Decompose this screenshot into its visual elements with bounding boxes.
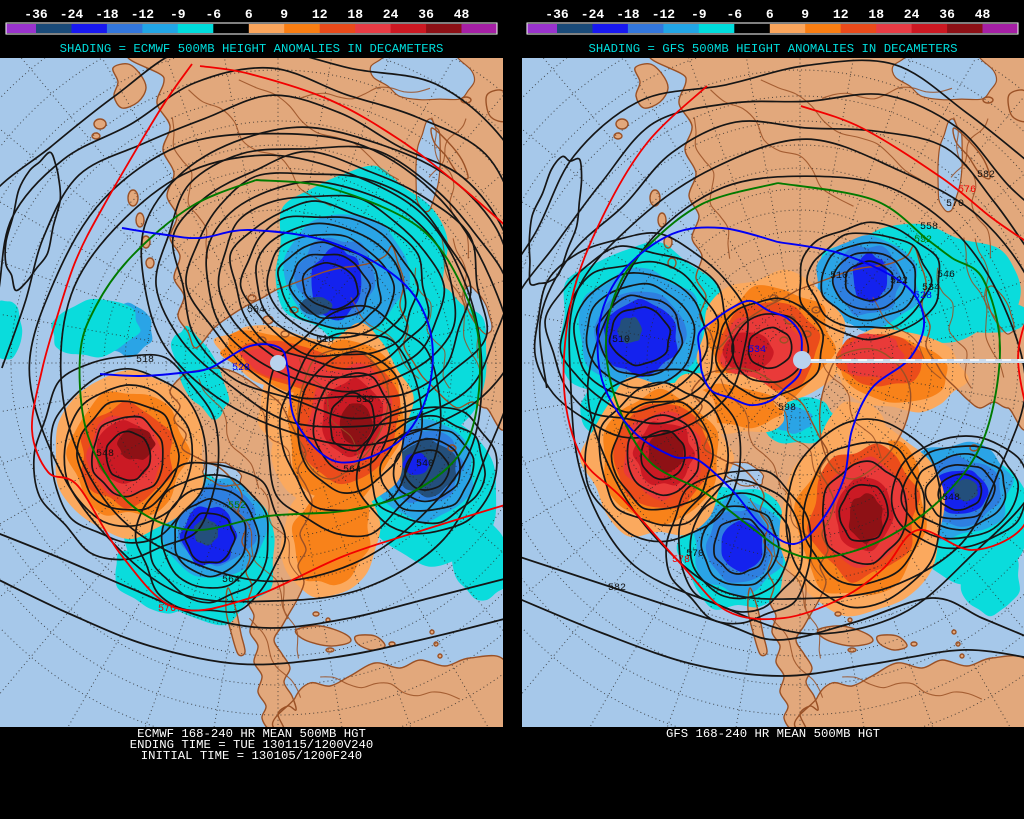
svg-text:558: 558 (920, 222, 938, 233)
svg-text:-18: -18 (95, 7, 119, 22)
svg-text:570: 570 (946, 199, 964, 210)
svg-text:564: 564 (222, 575, 240, 586)
svg-text:36: 36 (418, 7, 434, 22)
svg-text:6: 6 (245, 7, 253, 22)
svg-text:540: 540 (416, 459, 434, 470)
svg-text:598: 598 (778, 403, 796, 414)
svg-text:528: 528 (232, 363, 250, 374)
svg-text:18: 18 (347, 7, 363, 22)
svg-text:-36: -36 (24, 7, 48, 22)
svg-text:522: 522 (890, 276, 908, 287)
svg-text:548: 548 (942, 493, 960, 504)
svg-text:518: 518 (136, 355, 154, 366)
svg-text:564: 564 (343, 465, 361, 476)
svg-text:12: 12 (312, 7, 328, 22)
svg-text:-18: -18 (616, 7, 640, 22)
svg-text:516: 516 (316, 335, 334, 346)
svg-text:510: 510 (830, 271, 848, 282)
svg-text:582: 582 (977, 170, 995, 181)
svg-text:12: 12 (833, 7, 849, 22)
svg-text:548: 548 (96, 449, 114, 460)
svg-text:-24: -24 (581, 7, 605, 22)
svg-text:48: 48 (975, 7, 991, 22)
svg-text:504: 504 (247, 305, 265, 316)
svg-text:510: 510 (356, 395, 374, 406)
svg-text:9: 9 (801, 7, 809, 22)
svg-text:-12: -12 (131, 7, 155, 22)
svg-text:24: 24 (383, 7, 399, 22)
svg-text:6: 6 (766, 7, 774, 22)
svg-text:48: 48 (454, 7, 470, 22)
svg-text:546: 546 (937, 270, 955, 281)
svg-text:510: 510 (612, 335, 630, 346)
svg-text:-6: -6 (726, 7, 742, 22)
svg-text:24: 24 (904, 7, 920, 22)
svg-text:36: 36 (939, 7, 955, 22)
svg-text:578: 578 (672, 555, 690, 566)
svg-text:18: 18 (868, 7, 884, 22)
svg-text:-12: -12 (652, 7, 676, 22)
svg-text:-9: -9 (170, 7, 186, 22)
svg-text:552: 552 (914, 235, 932, 246)
svg-text:576: 576 (958, 185, 976, 196)
svg-text:-6: -6 (205, 7, 221, 22)
svg-text:528: 528 (914, 291, 932, 302)
svg-text:-9: -9 (691, 7, 707, 22)
svg-text:570: 570 (686, 549, 704, 560)
svg-text:9: 9 (280, 7, 288, 22)
svg-text:534: 534 (922, 283, 940, 294)
svg-text:-36: -36 (545, 7, 569, 22)
svg-text:534: 534 (748, 345, 766, 356)
svg-text:582: 582 (608, 583, 626, 594)
svg-text:552: 552 (228, 501, 246, 512)
svg-text:576: 576 (158, 604, 176, 615)
svg-text:-24: -24 (60, 7, 84, 22)
